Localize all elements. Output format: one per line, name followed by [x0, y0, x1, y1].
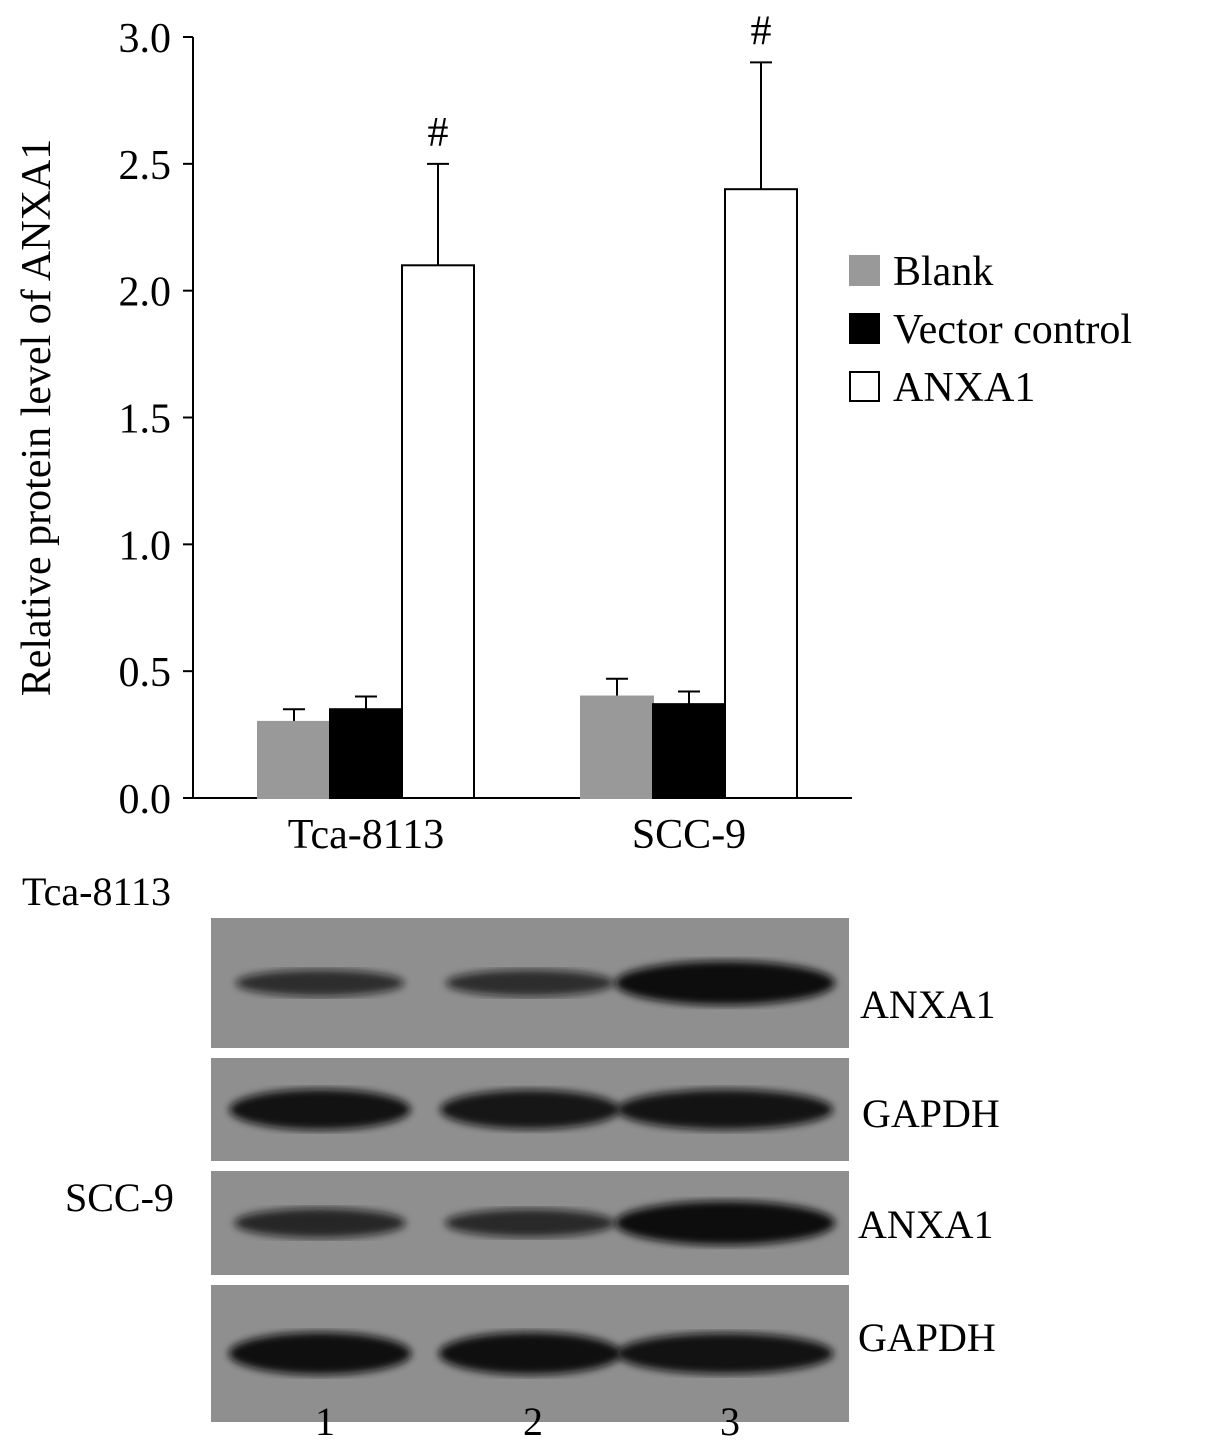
legend-swatch [849, 313, 880, 344]
blot-panel-tca8113-gapdh [211, 1058, 849, 1161]
bar [724, 188, 798, 799]
y-tick-label: 0.5 [119, 650, 172, 696]
x-category-label: Tca-8113 [288, 812, 444, 858]
lane-number-1: 1 [315, 1399, 335, 1444]
bar [257, 720, 331, 800]
blot-band [616, 1089, 834, 1130]
blot-band [229, 1089, 411, 1130]
x-category-label: SCC-9 [632, 812, 746, 858]
blot-band [616, 1333, 834, 1374]
blot-cell-line-label-2: SCC-9 [65, 1175, 174, 1220]
blot-panel-scc9-gapdh [211, 1285, 849, 1422]
blot-band [445, 969, 615, 997]
legend-label: ANXA1 [893, 365, 1035, 411]
legend-swatch [849, 255, 880, 286]
blot-band [440, 1089, 620, 1130]
blot-panel-tca8113-anxa1 [211, 918, 849, 1048]
bar [652, 703, 726, 799]
blot-panel-scc9-anxa1 [211, 1171, 849, 1275]
blot-band [615, 1201, 835, 1245]
blot-band-label-gapdh-2: GAPDH [858, 1315, 996, 1360]
y-axis-title: Relative protein level of ANXA1 [14, 139, 60, 697]
bar [401, 264, 475, 799]
blot-band [228, 1332, 412, 1375]
blot-band [235, 969, 405, 997]
y-tick-label: 2.5 [119, 143, 172, 189]
legend-label: Vector control [893, 307, 1132, 353]
y-tick-label: 1.0 [119, 523, 172, 569]
lane-number-2: 2 [523, 1399, 543, 1444]
y-tick-label: 3.0 [119, 16, 172, 62]
blot-band [234, 1208, 406, 1238]
y-tick-label: 1.5 [119, 397, 172, 443]
blot-band-label-anxa1-2: ANXA1 [858, 1202, 994, 1247]
blot-band [444, 1209, 616, 1237]
legend-swatch [849, 371, 880, 402]
lane-number-3: 3 [720, 1399, 740, 1444]
y-tick-label: 0.0 [119, 777, 172, 823]
blot-band [615, 961, 835, 1005]
significance-marker: # [751, 8, 772, 54]
legend-label: Blank [893, 249, 993, 295]
y-tick-label: 2.0 [119, 270, 172, 316]
significance-marker: # [428, 110, 449, 156]
blot-band [438, 1332, 622, 1375]
bar [580, 695, 654, 799]
blot-cell-line-label-1: Tca-8113 [22, 869, 171, 914]
blot-band-label-anxa1-1: ANXA1 [860, 982, 996, 1027]
bar-chart: 0.0 0.5 1.0 1.5 2.0 2.5 3.0 Relative protein le… [14, 8, 1132, 858]
blot-band-label-gapdh-1: GAPDH [862, 1091, 1000, 1136]
bar [329, 708, 403, 800]
